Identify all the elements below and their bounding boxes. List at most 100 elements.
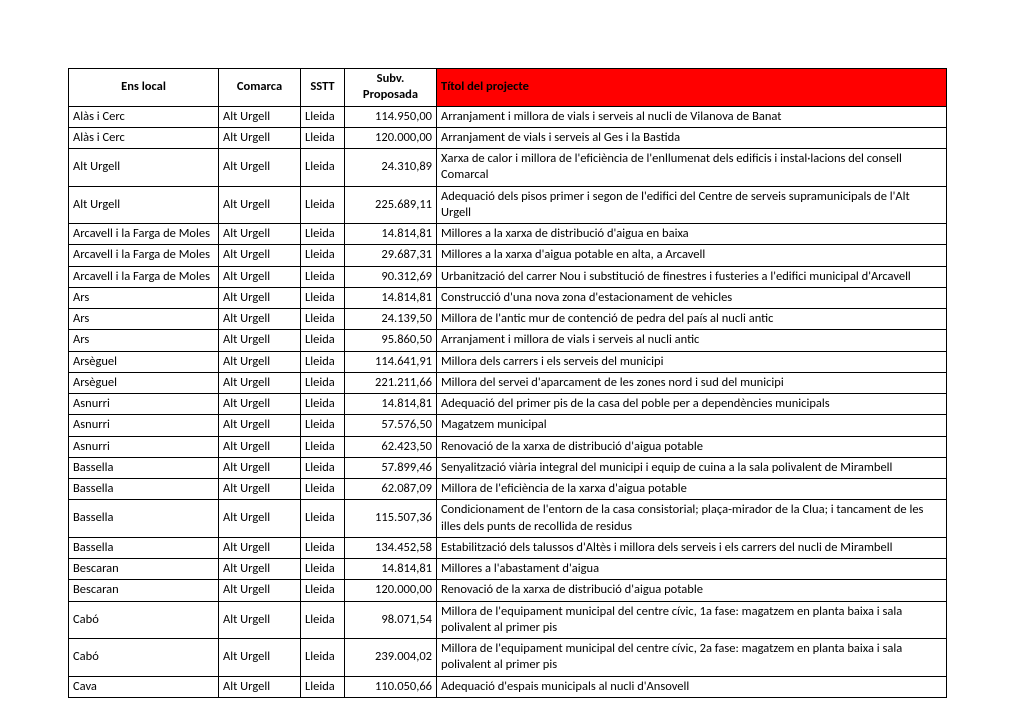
cell-subv: 221.211,66 xyxy=(345,372,437,393)
cell-ens: Cabó xyxy=(69,639,219,677)
cell-sstt: Lleida xyxy=(301,309,345,330)
cell-sstt: Lleida xyxy=(301,676,345,697)
cell-com: Alt Urgell xyxy=(219,330,301,351)
cell-com: Alt Urgell xyxy=(219,106,301,127)
cell-ens: Arcavell i la Farga de Moles xyxy=(69,224,219,245)
cell-ens: Bescaran xyxy=(69,580,219,601)
cell-subv: 14.814,81 xyxy=(345,287,437,308)
cell-ens: Bassella xyxy=(69,457,219,478)
header-ens: Ens local xyxy=(69,69,219,107)
cell-sstt: Lleida xyxy=(301,287,345,308)
cell-subv: 239.004,02 xyxy=(345,639,437,677)
cell-com: Alt Urgell xyxy=(219,500,301,538)
cell-titol: Condicionament de l'entorn de la casa co… xyxy=(437,500,947,538)
cell-com: Alt Urgell xyxy=(219,537,301,558)
cell-titol: Millora de l'antic mur de contenció de p… xyxy=(437,309,947,330)
cell-ens: Alt Urgell xyxy=(69,186,219,224)
header-sstt: SSTT xyxy=(301,69,345,107)
table-row: Arcavell i la Farga de MolesAlt UrgellLl… xyxy=(69,245,947,266)
cell-titol: Adequació dels pisos primer i segon de l… xyxy=(437,186,947,224)
cell-com: Alt Urgell xyxy=(219,457,301,478)
table-row: CabóAlt UrgellLleida239.004,02Millora de… xyxy=(69,639,947,677)
cell-sstt: Lleida xyxy=(301,601,345,639)
cell-subv: 24.139,50 xyxy=(345,309,437,330)
cell-com: Alt Urgell xyxy=(219,351,301,372)
table-row: ArsAlt UrgellLleida24.139,50Millora de l… xyxy=(69,309,947,330)
cell-sstt: Lleida xyxy=(301,415,345,436)
cell-titol: Millora dels carrers i els serveis del m… xyxy=(437,351,947,372)
cell-subv: 57.899,46 xyxy=(345,457,437,478)
cell-com: Alt Urgell xyxy=(219,436,301,457)
header-titol: Títol del projecte xyxy=(437,69,947,107)
data-table: Ens local Comarca SSTT Subv. Proposada T… xyxy=(68,68,947,698)
cell-titol: Renovació de la xarxa de distribució d'a… xyxy=(437,580,947,601)
cell-ens: Arsèguel xyxy=(69,372,219,393)
cell-ens: Asnurri xyxy=(69,415,219,436)
table-row: BescaranAlt UrgellLleida14.814,81Millore… xyxy=(69,559,947,580)
cell-titol: Arranjament de vials i serveis al Ges i … xyxy=(437,127,947,148)
table-row: Alt UrgellAlt UrgellLleida24.310,89Xarxa… xyxy=(69,149,947,187)
cell-titol: Arranjament i millora de vials i serveis… xyxy=(437,106,947,127)
cell-subv: 120.000,00 xyxy=(345,580,437,601)
cell-com: Alt Urgell xyxy=(219,479,301,500)
cell-com: Alt Urgell xyxy=(219,639,301,677)
cell-sstt: Lleida xyxy=(301,639,345,677)
cell-ens: Asnurri xyxy=(69,394,219,415)
cell-ens: Alàs i Cerc xyxy=(69,127,219,148)
cell-ens: Alt Urgell xyxy=(69,149,219,187)
cell-com: Alt Urgell xyxy=(219,127,301,148)
cell-ens: Alàs i Cerc xyxy=(69,106,219,127)
cell-subv: 95.860,50 xyxy=(345,330,437,351)
cell-titol: Millores a la xarxa de distribució d'aig… xyxy=(437,224,947,245)
cell-com: Alt Urgell xyxy=(219,601,301,639)
cell-ens: Arcavell i la Farga de Moles xyxy=(69,245,219,266)
cell-titol: Construcció d'una nova zona d'estacionam… xyxy=(437,287,947,308)
table-row: ArsAlt UrgellLleida95.860,50Arranjament … xyxy=(69,330,947,351)
cell-com: Alt Urgell xyxy=(219,186,301,224)
cell-ens: Bassella xyxy=(69,479,219,500)
cell-subv: 114.950,00 xyxy=(345,106,437,127)
cell-sstt: Lleida xyxy=(301,436,345,457)
cell-titol: Millora de l'eficiència de la xarxa d'ai… xyxy=(437,479,947,500)
table-row: Arcavell i la Farga de MolesAlt UrgellLl… xyxy=(69,224,947,245)
cell-titol: Estabilització dels talussos d'Altès i m… xyxy=(437,537,947,558)
cell-ens: Bescaran xyxy=(69,559,219,580)
table-row: AsnurriAlt UrgellLleida57.576,50Magatzem… xyxy=(69,415,947,436)
cell-titol: Millores a l'abastament d'aigua xyxy=(437,559,947,580)
cell-sstt: Lleida xyxy=(301,559,345,580)
table-row: BassellaAlt UrgellLleida62.087,09Millora… xyxy=(69,479,947,500)
cell-com: Alt Urgell xyxy=(219,676,301,697)
cell-sstt: Lleida xyxy=(301,500,345,538)
cell-titol: Adequació del primer pis de la casa del … xyxy=(437,394,947,415)
cell-titol: Millores a la xarxa d'aigua potable en a… xyxy=(437,245,947,266)
cell-subv: 98.071,54 xyxy=(345,601,437,639)
cell-subv: 110.050,66 xyxy=(345,676,437,697)
cell-ens: Cava xyxy=(69,676,219,697)
table-body: Alàs i CercAlt UrgellLleida114.950,00Arr… xyxy=(69,106,947,697)
cell-sstt: Lleida xyxy=(301,351,345,372)
cell-com: Alt Urgell xyxy=(219,580,301,601)
table-row: ArsèguelAlt UrgellLleida221.211,66Millor… xyxy=(69,372,947,393)
cell-titol: Xarxa de calor i millora de l'eficiència… xyxy=(437,149,947,187)
header-subv: Subv. Proposada xyxy=(345,69,437,107)
cell-sstt: Lleida xyxy=(301,149,345,187)
cell-ens: Ars xyxy=(69,330,219,351)
cell-subv: 29.687,31 xyxy=(345,245,437,266)
cell-sstt: Lleida xyxy=(301,479,345,500)
cell-ens: Ars xyxy=(69,309,219,330)
cell-subv: 225.689,11 xyxy=(345,186,437,224)
cell-subv: 90.312,69 xyxy=(345,266,437,287)
header-row: Ens local Comarca SSTT Subv. Proposada T… xyxy=(69,69,947,107)
cell-com: Alt Urgell xyxy=(219,559,301,580)
cell-subv: 114.641,91 xyxy=(345,351,437,372)
table-row: ArsèguelAlt UrgellLleida114.641,91Millor… xyxy=(69,351,947,372)
table-row: CavaAlt UrgellLleida110.050,66Adequació … xyxy=(69,676,947,697)
cell-subv: 14.814,81 xyxy=(345,394,437,415)
cell-com: Alt Urgell xyxy=(219,309,301,330)
cell-ens: Ars xyxy=(69,287,219,308)
cell-com: Alt Urgell xyxy=(219,266,301,287)
header-com: Comarca xyxy=(219,69,301,107)
cell-sstt: Lleida xyxy=(301,245,345,266)
cell-sstt: Lleida xyxy=(301,186,345,224)
cell-subv: 134.452,58 xyxy=(345,537,437,558)
